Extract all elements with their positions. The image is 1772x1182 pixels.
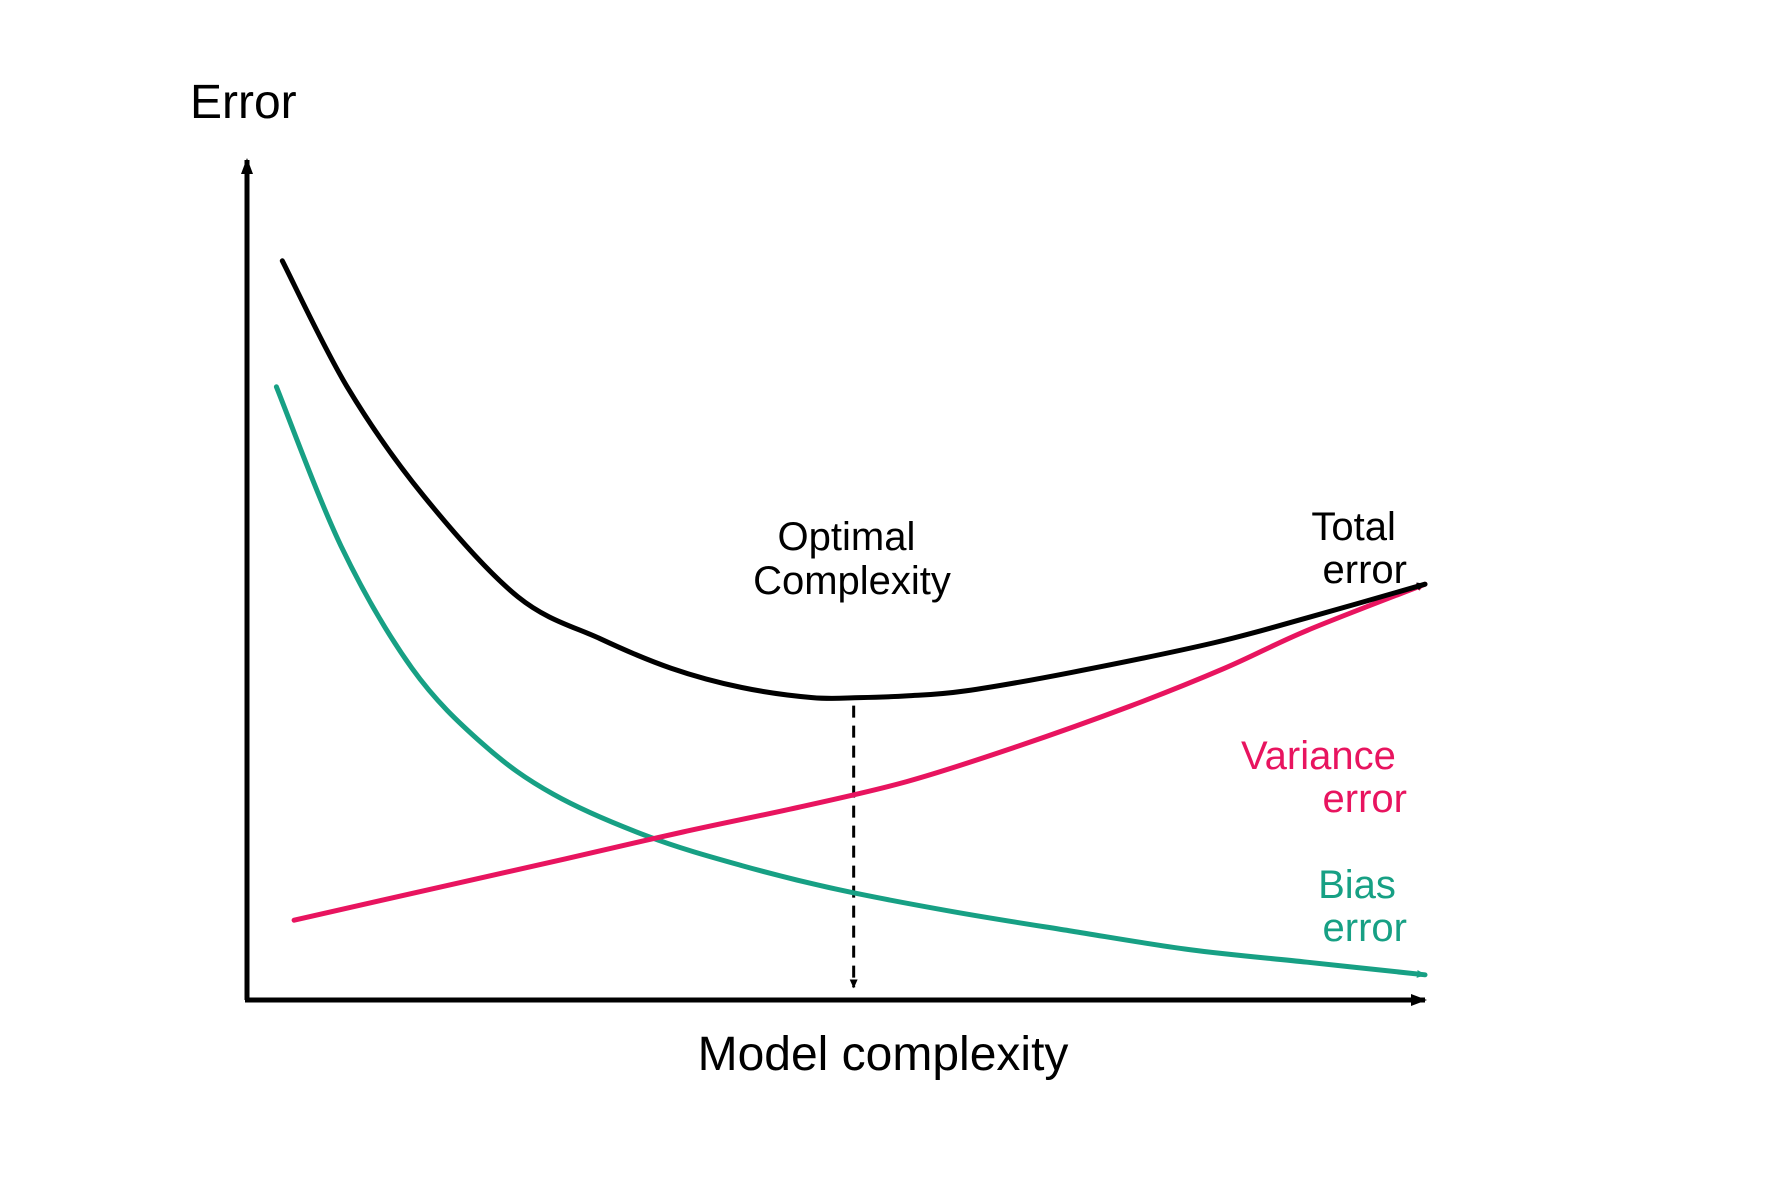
bias-error-label: Bias error xyxy=(1318,863,1407,950)
series-total-error-line xyxy=(279,258,1428,701)
series-bias-error-line xyxy=(273,384,1428,978)
y-axis-label: Error xyxy=(190,76,297,129)
series-variance-error-line xyxy=(291,581,1428,923)
total-error-label: Total error xyxy=(1311,505,1407,592)
optimal-complexity-label: Optimal Complexity xyxy=(753,515,951,603)
x-axis-label: Model complexity xyxy=(698,1028,1069,1081)
variance-error-label: Variance error xyxy=(1241,734,1407,821)
